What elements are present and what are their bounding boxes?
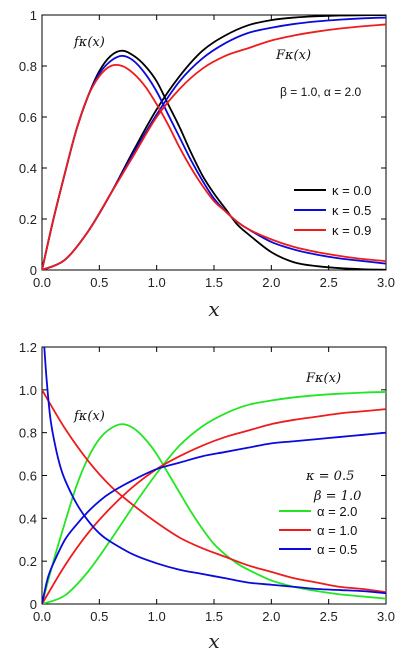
legend-label: α = 1.0	[317, 523, 357, 538]
x-tick-label: 0.0	[33, 275, 51, 290]
cdf-annotation-top: Fκ(x)	[275, 48, 311, 63]
x-tick-label: 3.0	[377, 609, 395, 624]
y-tick-label: 0	[30, 263, 37, 278]
y-tick-label: 0.4	[19, 161, 37, 176]
y-tick-label: 0	[30, 597, 37, 612]
chart-top: 0.0 0.5 1.0 1.5 2.0 2.5 3.0 0 0.2 0.4 0.6 0.8 1 x fκ…	[19, 8, 395, 321]
y-tick-label: 0.2	[19, 212, 37, 227]
y-tick-label: 0.4	[19, 511, 37, 526]
y-tick-label: 1.0	[19, 383, 37, 398]
x-axis-label-top: x	[208, 297, 219, 321]
chart-bottom: 0.0 0.5 1.0 1.5 2.0 2.5 3.0 0 0.2 0.4 0.6 0.8 1.0 1.2…	[19, 340, 395, 653]
series-cdf-line	[42, 431, 386, 604]
x-tick-label: 2.0	[262, 609, 280, 624]
series-cdf-line	[42, 408, 386, 604]
kappa-annotation-bottom: κ = 0.5	[305, 469, 354, 484]
series-cdf-line	[42, 23, 386, 270]
x-tick-label: 0.5	[90, 609, 108, 624]
cdf-annotation-bottom: Fκ(x)	[305, 371, 341, 386]
params-annotation-top: β = 1.0, α = 2.0	[280, 85, 362, 99]
curves-bottom	[42, 347, 386, 604]
series-cdf-line	[42, 391, 386, 604]
x-tick-label: 2.5	[320, 609, 338, 624]
y-tick-label: 1	[30, 8, 37, 23]
legend-label: κ = 0.9	[332, 223, 371, 238]
legend-label: α = 0.5	[317, 542, 357, 557]
ticks-bottom: 0.0 0.5 1.0 1.5 2.0 2.5 3.0 0 0.2 0.4 0.6 0.8 1.0 1.2	[19, 340, 395, 624]
x-tick-label: 0.0	[33, 609, 51, 624]
series-pdf-line	[43, 347, 386, 595]
y-tick-label: 0.8	[19, 59, 37, 74]
x-tick-label: 0.5	[90, 275, 108, 290]
legend-bottom: α = 2.0 α = 1.0 α = 0.5	[279, 504, 357, 557]
series-pdf-line	[42, 389, 386, 594]
legend-top: κ = 0.0 κ = 0.5 κ = 0.9	[294, 183, 371, 238]
series-pdf-line	[42, 63, 386, 270]
curves-top	[42, 15, 386, 270]
x-tick-label: 1.0	[148, 275, 166, 290]
legend-label: κ = 0.0	[332, 183, 371, 198]
x-tick-label: 3.0	[377, 275, 395, 290]
x-tick-label: 1.0	[148, 609, 166, 624]
x-tick-label: 1.5	[205, 275, 223, 290]
legend-label: κ = 0.5	[332, 203, 371, 218]
pdf-annotation-bottom: fκ(x)	[73, 409, 105, 424]
beta-annotation-bottom: β = 1.0	[313, 489, 361, 504]
ticks-top: 0.0 0.5 1.0 1.5 2.0 2.5 3.0 0 0.2 0.4 0.6 0.8 1	[19, 8, 395, 290]
y-tick-label: 0.6	[19, 469, 37, 484]
legend-label: α = 2.0	[317, 504, 357, 519]
y-tick-label: 0.2	[19, 554, 37, 569]
x-tick-label: 2.0	[262, 275, 280, 290]
y-tick-label: 0.8	[19, 426, 37, 441]
x-axis-label-bottom: x	[208, 629, 219, 653]
x-tick-label: 2.5	[320, 275, 338, 290]
y-tick-label: 0.6	[19, 110, 37, 125]
pdf-annotation-top: fκ(x)	[73, 35, 105, 50]
y-tick-label: 1.2	[19, 340, 37, 355]
x-tick-label: 1.5	[205, 609, 223, 624]
